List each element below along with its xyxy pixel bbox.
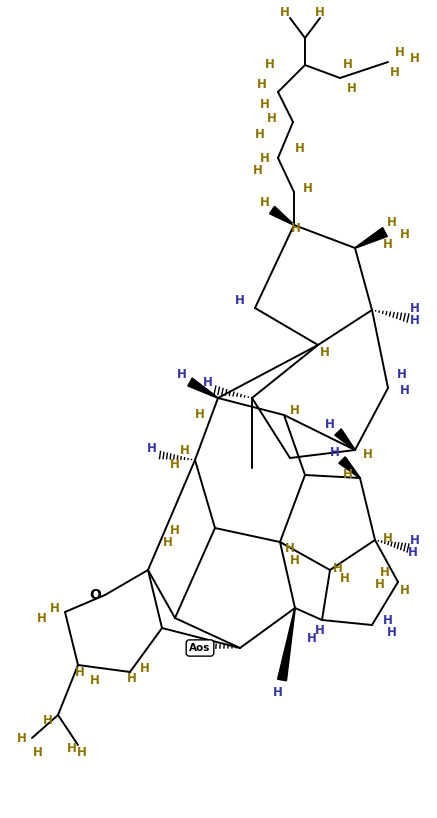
Text: H: H: [380, 565, 390, 578]
Text: H: H: [255, 128, 265, 142]
Text: H: H: [290, 403, 300, 416]
Text: H: H: [90, 673, 100, 686]
Text: H: H: [140, 662, 150, 675]
Text: O: O: [89, 588, 101, 602]
Text: H: H: [253, 164, 263, 177]
Text: H: H: [333, 561, 343, 574]
Text: H: H: [400, 384, 410, 397]
Text: H: H: [410, 52, 420, 65]
Text: H: H: [267, 111, 277, 124]
Text: H: H: [265, 59, 275, 71]
Text: H: H: [325, 419, 335, 432]
Text: H: H: [347, 82, 357, 95]
Text: H: H: [408, 546, 418, 560]
Text: H: H: [177, 368, 187, 381]
Text: H: H: [387, 215, 397, 228]
Text: H: H: [343, 59, 353, 71]
Text: H: H: [163, 536, 173, 549]
Text: H: H: [410, 313, 420, 326]
Text: H: H: [390, 65, 400, 79]
Polygon shape: [339, 456, 360, 479]
Text: H: H: [260, 151, 270, 164]
Text: H: H: [170, 524, 180, 537]
Text: H: H: [33, 745, 43, 758]
Text: H: H: [67, 741, 77, 754]
Text: H: H: [410, 302, 420, 314]
Text: H: H: [290, 554, 300, 567]
Text: H: H: [50, 601, 60, 614]
Polygon shape: [277, 608, 295, 681]
Text: H: H: [400, 228, 410, 241]
Text: H: H: [343, 469, 353, 482]
Text: H: H: [17, 731, 27, 744]
Text: H: H: [273, 685, 283, 699]
Text: H: H: [180, 443, 190, 456]
Text: H: H: [330, 447, 340, 460]
Polygon shape: [270, 206, 294, 225]
Text: H: H: [260, 196, 270, 209]
Text: H: H: [195, 408, 205, 421]
Text: H: H: [375, 578, 385, 591]
Text: H: H: [363, 448, 373, 461]
Text: H: H: [291, 222, 301, 235]
Text: H: H: [383, 532, 393, 545]
Text: H: H: [387, 626, 397, 639]
Text: Aos: Aos: [189, 643, 211, 653]
Text: H: H: [257, 79, 267, 92]
Polygon shape: [335, 429, 355, 450]
Text: H: H: [383, 614, 393, 627]
Text: H: H: [383, 239, 393, 251]
Text: H: H: [307, 631, 317, 645]
Text: H: H: [295, 142, 305, 155]
Polygon shape: [188, 378, 218, 398]
Text: H: H: [285, 542, 295, 555]
Text: H: H: [315, 6, 325, 19]
Text: H: H: [75, 666, 85, 678]
Text: H: H: [280, 6, 290, 19]
Text: H: H: [203, 375, 213, 389]
Text: H: H: [320, 345, 330, 358]
Text: H: H: [127, 672, 137, 685]
Text: H: H: [170, 459, 180, 471]
Text: H: H: [147, 442, 157, 455]
Text: H: H: [303, 182, 313, 195]
Text: H: H: [397, 368, 407, 381]
Text: H: H: [43, 713, 53, 726]
Text: H: H: [340, 572, 350, 585]
Polygon shape: [355, 227, 387, 249]
Text: H: H: [260, 98, 270, 111]
Text: H: H: [395, 46, 405, 59]
Text: H: H: [37, 612, 47, 624]
Text: H: H: [410, 533, 420, 546]
Text: H: H: [315, 623, 325, 636]
Text: H: H: [77, 745, 87, 758]
Text: H: H: [235, 294, 245, 307]
Text: H: H: [400, 583, 410, 596]
